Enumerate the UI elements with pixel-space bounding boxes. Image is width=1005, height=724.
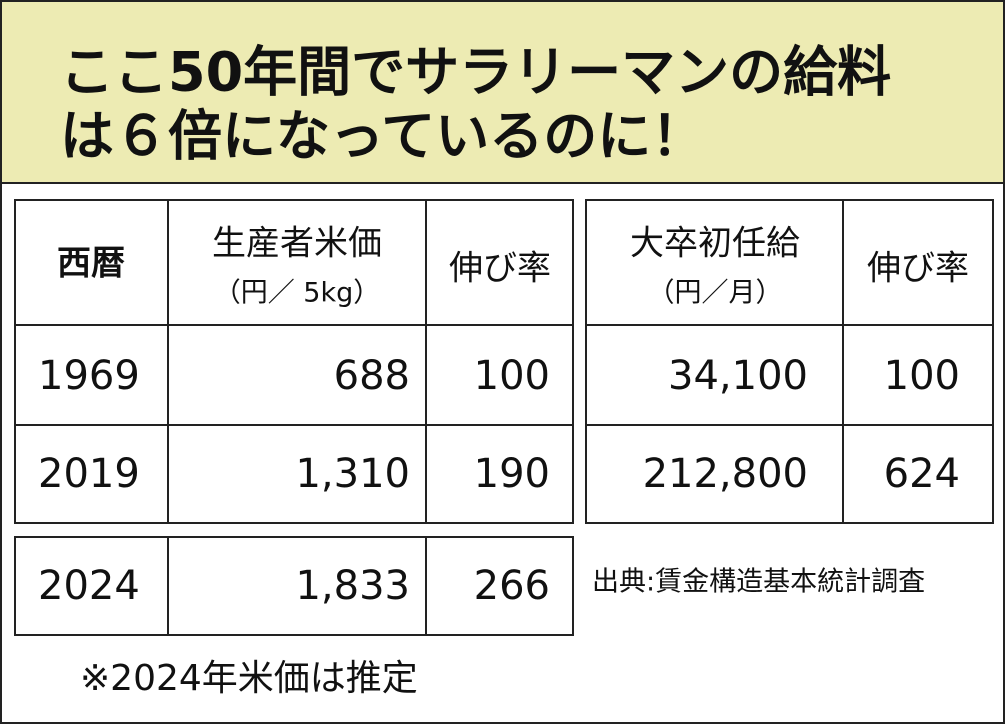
title-line: ここ50年間でサラリーマンの給料 — [60, 41, 891, 104]
header-cell: 大卒初任給 — [630, 224, 800, 264]
header-cell: 西暦 — [57, 244, 125, 284]
salary-cell: 34,100 — [668, 353, 808, 399]
year-cell: 2019 — [38, 451, 140, 497]
rice-table-2024: 2024 1,833 266 — [14, 536, 574, 636]
header-unit: （円／ 5kg） — [214, 278, 381, 309]
source: 出典:賃金構造基本統計調査 — [592, 567, 925, 598]
note: ※2024年米価は推定 — [80, 658, 418, 699]
rice-table: 西暦 生産者米価 （円／ 5kg） 伸び率 1969 688 100 2019 … — [14, 199, 574, 524]
year-cell: 2024 — [38, 563, 140, 609]
table-border — [585, 199, 994, 524]
year-cell: 1969 — [38, 353, 140, 399]
header-cell: 生産者米価 — [212, 224, 382, 264]
header-unit: （円／月） — [648, 278, 783, 309]
price-cell: 1,833 — [295, 563, 410, 609]
table-border — [14, 199, 574, 524]
growth-cell: 266 — [474, 563, 550, 609]
salary-table: 大卒初任給 （円／月） 伸び率 34,100 100 212,800 624 — [585, 199, 994, 524]
title-line: は６倍になっているのに！ — [60, 105, 705, 168]
growth-cell: 624 — [884, 451, 960, 497]
price-cell: 1,310 — [295, 451, 410, 497]
growth-cell: 100 — [474, 353, 550, 399]
growth-cell: 190 — [474, 451, 550, 497]
price-cell: 688 — [334, 353, 410, 399]
table-border — [14, 536, 574, 636]
header-band — [2, 2, 1003, 183]
header-cell: 伸び率 — [449, 249, 551, 289]
salary-cell: 212,800 — [643, 451, 808, 497]
growth-cell: 100 — [884, 353, 960, 399]
header-cell: 伸び率 — [867, 249, 969, 289]
